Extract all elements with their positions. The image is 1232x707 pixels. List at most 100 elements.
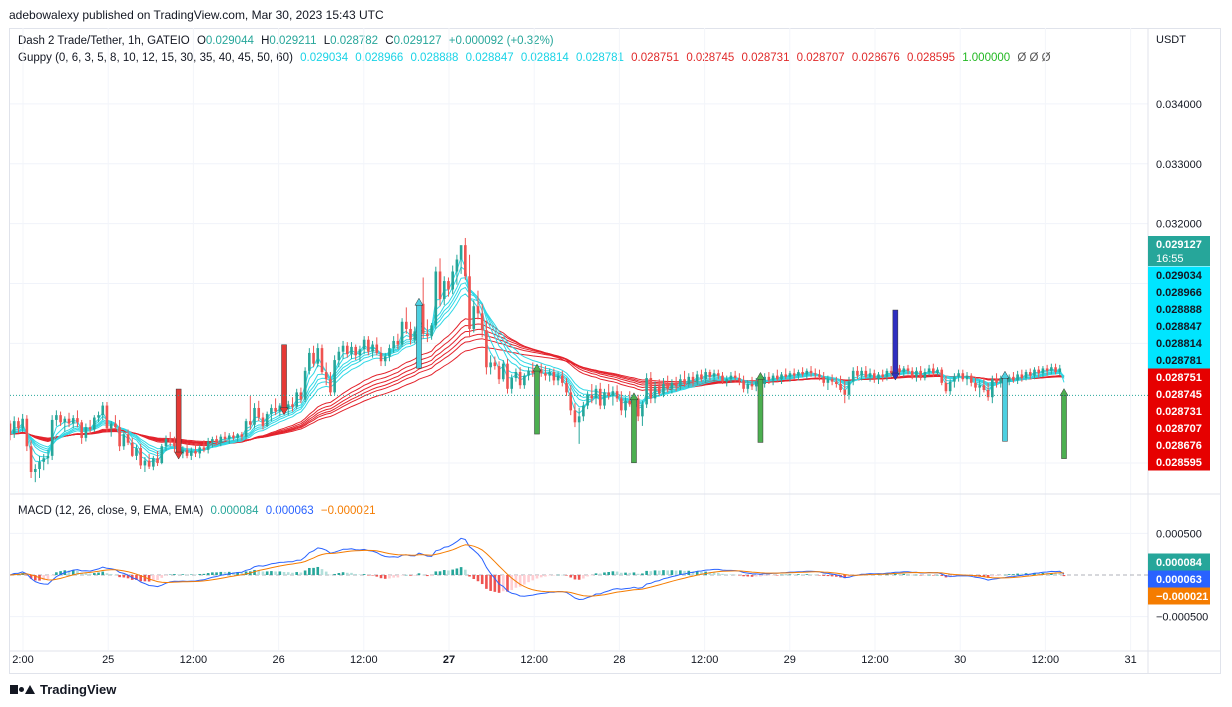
candle xyxy=(868,368,872,382)
macd-histogram-bar xyxy=(927,574,931,576)
candle xyxy=(21,413,24,432)
macd-legend[interactable]: MACD (12, 26, close, 9, EMA, EMA) 0.0000… xyxy=(18,505,380,517)
guppy-slow-axis-label: 0.028731 xyxy=(1156,406,1202,418)
candle-body xyxy=(611,391,615,396)
macd-histogram-bar xyxy=(489,575,492,591)
candle xyxy=(514,368,518,382)
macd-histogram-bar xyxy=(716,572,720,575)
macd-histogram-bar xyxy=(206,573,210,575)
candle-body xyxy=(999,378,1003,383)
candle-body xyxy=(265,413,269,426)
macd-histogram-bar xyxy=(400,575,404,576)
candle xyxy=(84,423,88,442)
time-axis: 2:00 25 12:00 26 12:00 27 12:00 28 12:00 29 12:00 3… xyxy=(12,654,1136,666)
macd-histogram-bar xyxy=(582,575,585,579)
guppy-slow-axis-label-bg xyxy=(1148,419,1210,437)
macd-histogram-bar xyxy=(253,569,256,575)
candle xyxy=(742,375,745,393)
candle xyxy=(194,443,197,458)
candle xyxy=(371,340,374,358)
guppy-slow-value: 0.028751 xyxy=(631,52,680,64)
macd-histogram-bar xyxy=(451,569,454,575)
time-tick-label: 12:00 xyxy=(350,654,378,666)
macd-histogram-bar xyxy=(362,574,366,575)
candle xyxy=(940,367,944,386)
candle xyxy=(152,455,155,471)
macd-name[interactable]: MACD (12, 26, close, 9, EMA, EMA) xyxy=(18,505,204,517)
macd-histogram-bar xyxy=(733,574,737,576)
candle xyxy=(442,276,446,306)
macd-histogram-bar xyxy=(1012,574,1015,575)
candle-body xyxy=(738,378,741,381)
macd-histogram-bar xyxy=(700,571,703,575)
candle xyxy=(76,410,79,428)
candle-body xyxy=(514,372,518,379)
candle-body xyxy=(552,372,556,381)
buy-signal-arrow xyxy=(629,392,639,464)
macd-histogram-bar xyxy=(97,572,100,575)
macd-histogram-bar xyxy=(763,575,766,576)
macd-histogram-bar xyxy=(480,575,484,585)
macd-histogram-bar xyxy=(501,575,505,592)
candle-body xyxy=(868,373,872,377)
candle-body xyxy=(84,427,88,438)
macd-hist-value: 0.000084 xyxy=(210,505,259,517)
macd-histogram-bar xyxy=(797,574,800,575)
candle xyxy=(350,342,353,359)
candle-body xyxy=(767,376,771,381)
macd-histogram-bar xyxy=(329,574,332,576)
guppy-fast-value: 0.028888 xyxy=(410,52,459,64)
candle xyxy=(527,367,530,381)
tradingview-logo[interactable]: TradingView xyxy=(10,682,116,697)
candle xyxy=(295,388,298,410)
candle-body xyxy=(843,390,847,395)
candle xyxy=(986,382,990,401)
candle-body xyxy=(910,370,914,377)
candle-body xyxy=(12,421,16,435)
symbol-legend[interactable]: Dash 2 Trade/Tether, 1h, GATEIO O0.02904… xyxy=(18,35,558,47)
symbol-name[interactable]: Dash 2 Trade/Tether, 1h, GATEIO xyxy=(18,35,190,47)
candle xyxy=(902,366,906,377)
guppy-slow-value: 0.028676 xyxy=(851,52,900,64)
candle-body xyxy=(506,363,509,389)
macd-histogram-bar xyxy=(42,575,46,581)
candle xyxy=(839,375,842,393)
candle-body xyxy=(995,379,998,383)
candle-body xyxy=(721,375,724,382)
candle xyxy=(291,397,294,412)
candle xyxy=(354,344,358,361)
candle-body xyxy=(620,398,623,411)
macd-histogram-bar xyxy=(493,575,497,592)
candle xyxy=(645,373,648,408)
candle-body xyxy=(122,434,126,447)
macd-histogram-bar xyxy=(455,568,459,575)
macd-histogram-bar xyxy=(754,575,758,577)
candle xyxy=(999,375,1003,388)
macd-histogram-bar xyxy=(843,575,847,579)
candle xyxy=(539,363,543,377)
candle xyxy=(122,431,126,450)
candle-body xyxy=(919,370,922,379)
candle-body xyxy=(71,418,75,424)
candle-body xyxy=(986,390,990,398)
guppy-name[interactable]: Guppy (0, 6, 3, 5, 8, 10, 12, 15, 30, 35… xyxy=(18,52,293,64)
macd-histogram-bar xyxy=(615,571,619,575)
candle xyxy=(851,367,855,386)
candle xyxy=(270,404,273,422)
macd-histogram-bar xyxy=(80,572,83,575)
candle xyxy=(620,391,623,416)
candle-body xyxy=(430,325,433,337)
candle-body xyxy=(17,421,20,429)
guppy-legend[interactable]: Guppy (0, 6, 3, 5, 8, 10, 12, 15, 30, 35… xyxy=(18,52,1055,64)
candle xyxy=(392,336,395,353)
candle-body xyxy=(130,442,134,456)
macd-histogram-bar xyxy=(847,575,851,578)
macd-histogram-bar xyxy=(556,574,560,576)
macd-signal-value: −0.000021 xyxy=(320,505,376,517)
macd-histogram-bar xyxy=(809,574,813,575)
candle xyxy=(957,369,960,382)
price-plot xyxy=(10,237,1069,483)
candle-body xyxy=(792,373,796,376)
candle-body xyxy=(303,370,307,400)
